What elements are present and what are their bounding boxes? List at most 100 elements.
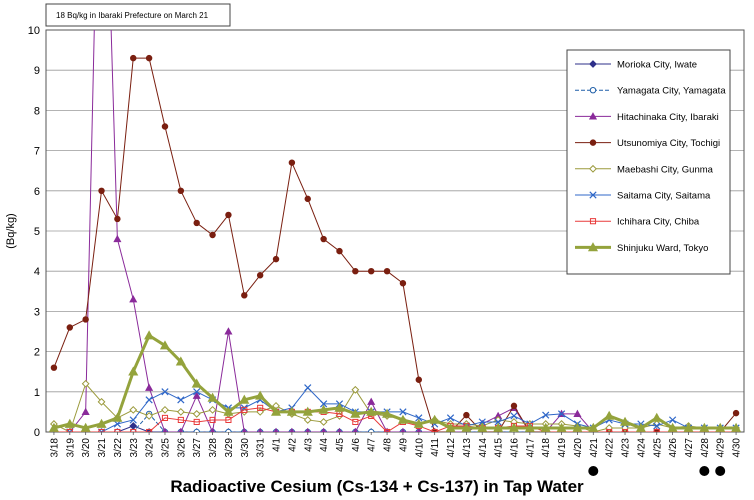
data-point (351, 385, 360, 394)
series-line (53, 57, 737, 432)
data-point (210, 427, 215, 432)
data-point (193, 428, 200, 432)
marker-stroke (161, 388, 169, 396)
x-tick-label: 4/20 (573, 438, 584, 458)
y-tick-label: 7 (34, 146, 40, 158)
x-tick-label: 3/30 (240, 438, 251, 458)
data-point (81, 379, 90, 388)
x-tick-label: 4/29 (716, 438, 727, 458)
data-point (286, 406, 297, 416)
data-point (621, 428, 629, 432)
data-point (288, 159, 296, 166)
series-1 (50, 410, 740, 432)
data-point (112, 412, 123, 422)
marker-stroke (113, 420, 122, 428)
x-tick-label: 4/24 (636, 438, 647, 458)
data-point (225, 211, 232, 219)
x-tick-label: 4/17 (525, 438, 536, 458)
data-point (191, 378, 202, 388)
x-tick-label: 3/21 (97, 438, 108, 458)
data-point (81, 407, 90, 415)
data-point (540, 422, 551, 432)
data-point (302, 406, 313, 416)
data-point (161, 405, 169, 414)
data-point (416, 427, 422, 432)
legend-label: Utsunomiya City, Tochigi (617, 138, 720, 149)
x-tick-label: 3/28 (208, 438, 219, 458)
data-point (699, 422, 710, 432)
marker-stroke (129, 416, 137, 424)
marker-stroke (177, 396, 185, 404)
legend-item-2: Hitachinaka City, Ibaraki (575, 112, 719, 123)
marker-stroke (478, 418, 486, 426)
data-point (192, 391, 201, 399)
data-point (557, 410, 566, 418)
data-point (270, 406, 282, 416)
data-point (524, 422, 535, 432)
data-point (209, 231, 216, 239)
legend-label: Morioka City, Iwate (617, 60, 697, 71)
data-point (129, 405, 138, 414)
data-point (463, 411, 470, 419)
data-point (257, 404, 264, 411)
series (48, 30, 742, 432)
x-tick-label: 3/24 (145, 438, 156, 458)
data-point (304, 195, 311, 203)
marker-stroke (415, 414, 423, 422)
marker-stroke (145, 396, 153, 404)
data-point (193, 388, 201, 396)
x-tick-label: 3/18 (49, 438, 60, 458)
data-point (651, 412, 662, 422)
data-point (178, 427, 184, 432)
data-point (98, 187, 105, 195)
data-point (367, 267, 375, 275)
y-tick-label: 6 (34, 186, 40, 198)
data-point (446, 414, 455, 422)
data-point (128, 366, 139, 376)
x-tick-label: 4/21 (589, 438, 600, 458)
data-point (542, 411, 550, 419)
data-point (207, 392, 218, 402)
data-point (573, 409, 582, 417)
data-point (415, 414, 423, 422)
data-point (256, 272, 264, 279)
x-tick-label: 4/22 (605, 438, 616, 458)
legend-item-4: Maebashi City, Gunma (575, 164, 714, 175)
x-tick-label: 4/27 (684, 438, 695, 458)
x-ticks: 3/18 3/19 3/20 3/21 3/22 3/23 3/24 3/25 3/26 3/27… (49, 432, 743, 458)
data-point (145, 412, 154, 420)
data-point (383, 267, 391, 275)
data-point (319, 400, 328, 408)
x-tick-label: 3/22 (113, 438, 124, 458)
data-point (510, 402, 518, 410)
data-point (257, 427, 263, 432)
data-point (175, 356, 186, 366)
annotation-box (45, 3, 231, 27)
data-point (606, 428, 613, 432)
data-point (461, 422, 472, 432)
x-tick-label: 3/20 (81, 438, 92, 458)
x-tick-label: 4/9 (398, 438, 409, 452)
marker-stroke (193, 388, 201, 396)
marker-stroke (446, 414, 455, 422)
data-point (731, 422, 742, 432)
data-point (619, 416, 631, 426)
date-markers (588, 466, 726, 476)
data-point (604, 410, 615, 420)
x-tick-label: 4/5 (335, 438, 346, 452)
legend-swatch-marker (587, 242, 599, 252)
legend-label: Maebashi City, Gunma (617, 164, 714, 175)
legend-item-5: Saitama City, Saitama (575, 191, 711, 202)
data-point (366, 406, 377, 416)
legend: Morioka City, Iwate Yamagata City, Yamaga… (566, 49, 731, 275)
x-tick-label: 4/23 (621, 438, 632, 458)
legend-item-1: Yamagata City, Yamagata (575, 86, 726, 97)
data-point (367, 397, 376, 405)
marker-stroke (494, 418, 502, 426)
x-tick-label: 3/29 (224, 438, 235, 458)
data-point (177, 396, 185, 404)
x-tick-label: 4/3 (303, 438, 314, 452)
data-point (145, 383, 154, 391)
x-tick-label: 4/15 (494, 438, 505, 458)
